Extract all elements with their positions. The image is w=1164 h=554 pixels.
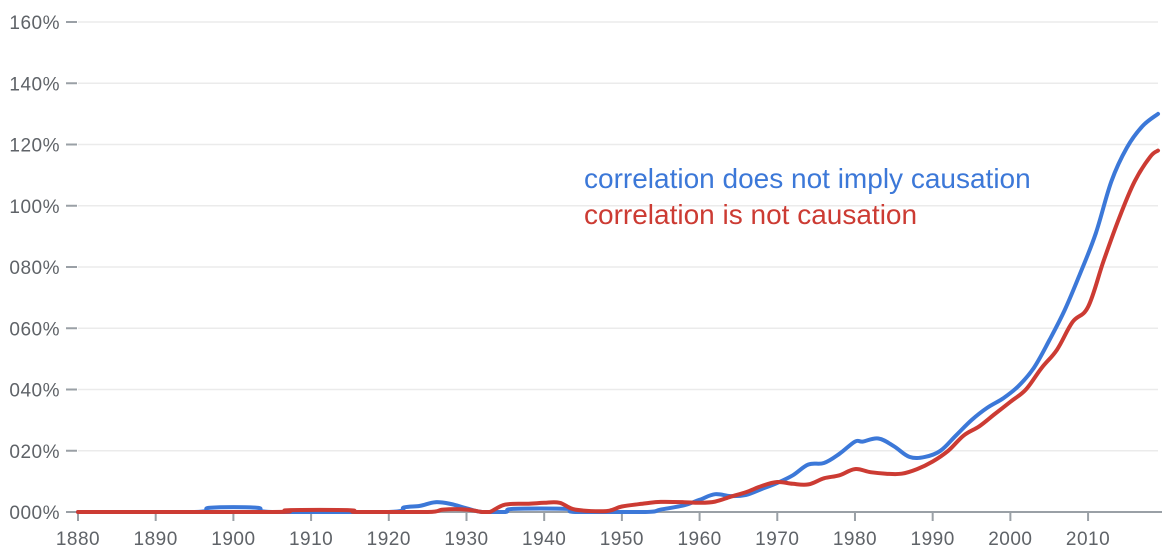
y-axis: 000% 020% 040% 060% 080% 100% 120% 140% 160% [9, 13, 77, 524]
legend-entry-correlation-is-not-causation: correlation is not causation [584, 199, 917, 230]
series-line-correlation-is-not-causation[interactable] [76, 148, 1160, 515]
x-tick-label: 2010 [1066, 529, 1110, 550]
x-tick-label: 1890 [134, 529, 178, 550]
x-tick-label: 1930 [444, 529, 488, 550]
x-tick-label: 1910 [289, 529, 333, 550]
series-lines [76, 111, 1160, 515]
x-tick-label: 1880 [56, 529, 100, 550]
x-tick-label: 1960 [677, 529, 721, 550]
x-axis: 1880 1890 1900 1910 1920 1930 1940 1950 1960 1970… [56, 511, 1162, 550]
x-tick-label: 2000 [988, 529, 1032, 550]
grid-lines [78, 21, 1158, 452]
y-tick-label: 100% [9, 197, 60, 218]
y-tick-label: 040% [9, 381, 60, 402]
y-tick-label: 140% [9, 74, 60, 95]
legend: correlation does not imply causation corr… [584, 163, 1031, 230]
x-tick-label: 1940 [522, 529, 566, 550]
y-tick-label: 160% [9, 13, 60, 34]
x-tick-label: 1970 [755, 529, 799, 550]
x-tick-label: 1990 [911, 529, 955, 550]
x-tick-label: 1950 [600, 529, 644, 550]
y-tick-label: 080% [9, 258, 60, 279]
y-tick-label: 060% [9, 319, 60, 340]
x-tick-label: 1900 [211, 529, 255, 550]
y-tick-label: 000% [9, 503, 60, 524]
y-tick-label: 020% [9, 442, 60, 463]
y-tick-label: 120% [9, 136, 60, 157]
legend-entry-correlation-does-not-imply-causation: correlation does not imply causation [584, 163, 1031, 194]
x-tick-label: 1920 [367, 529, 411, 550]
x-tick-label: 1980 [833, 529, 877, 550]
